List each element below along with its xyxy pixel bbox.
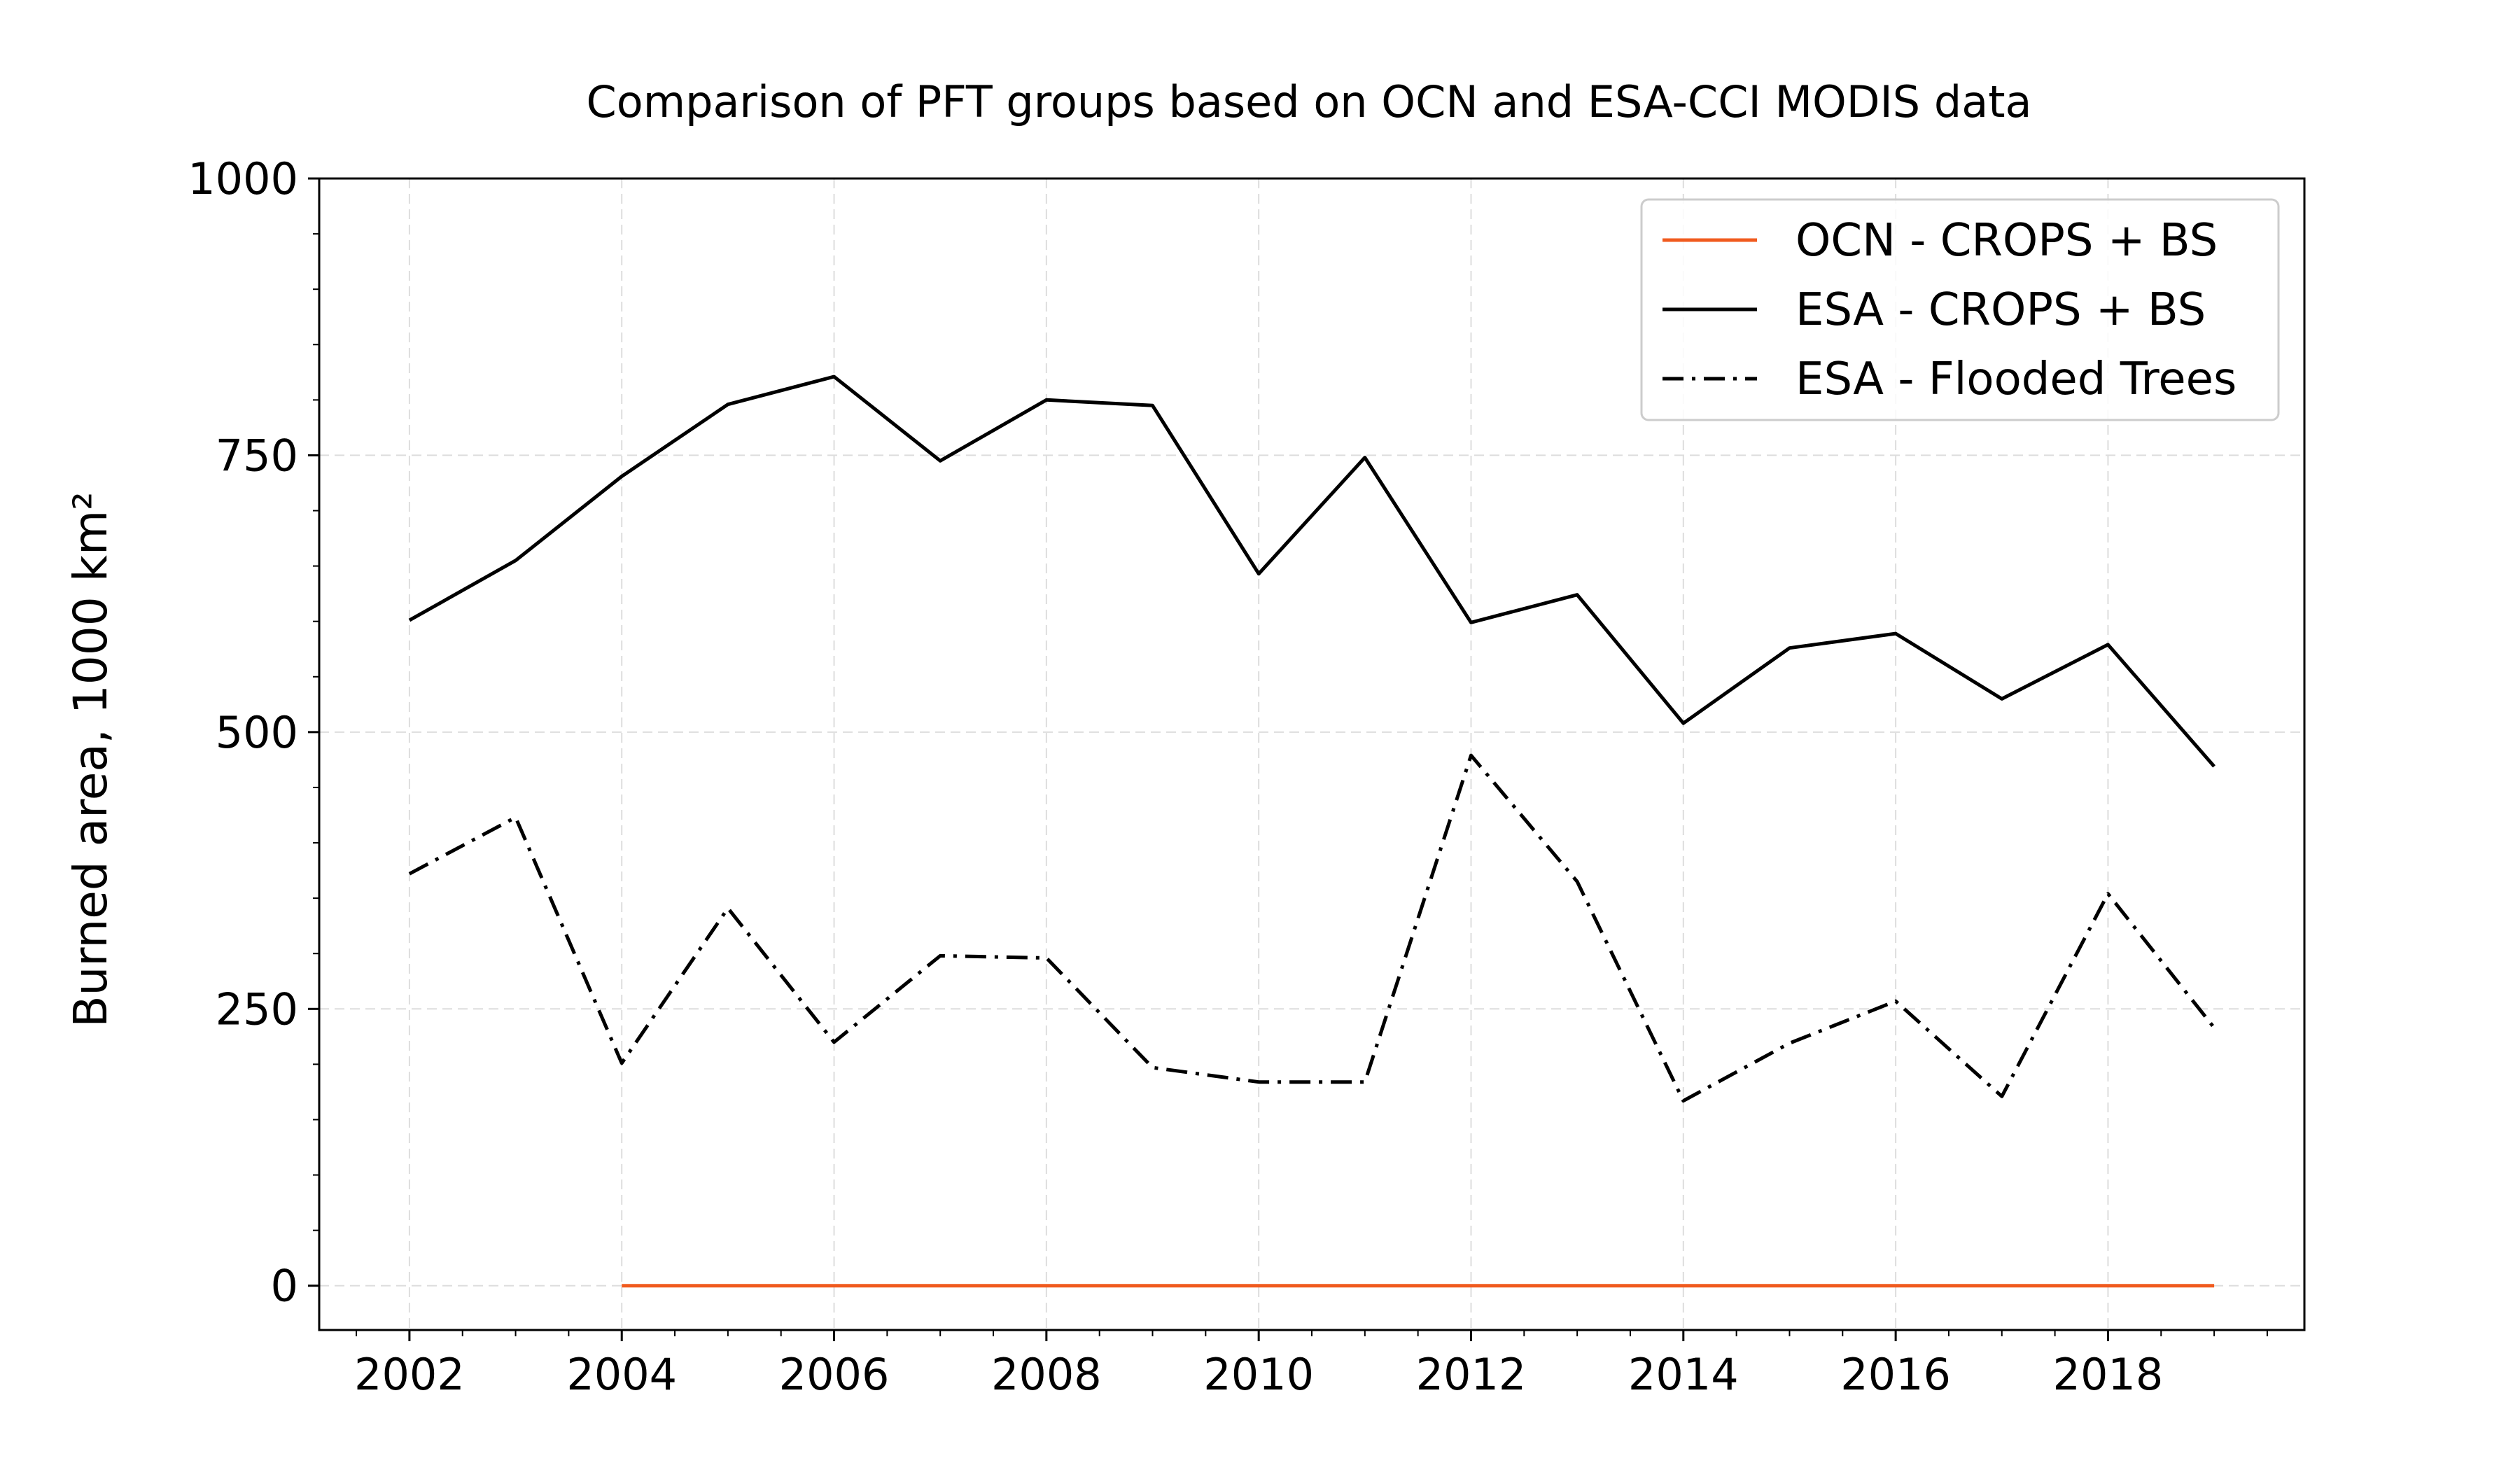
legend-label-1: OCN - CROPS + BS [1795,215,2218,267]
series-line-3 [408,753,2216,1103]
x-axis: 2002 2004 2006 2008 2010 2012 2014 2016 2018 [354,1330,2163,1400]
x-tick-label: 2006 [779,1349,890,1400]
y-axis: 0 250 500 750 1000 [188,153,319,1312]
x-tick-label: 2018 [2053,1349,2164,1400]
legend-label-2: ESA - CROPS + BS [1795,284,2206,336]
legend-label-3: ESA - Flooded Trees [1795,354,2236,405]
x-tick-label: 2002 [354,1349,465,1400]
legend: OCN - CROPS + BS ESA - CROPS + BS ESA - Fl… [1640,198,2280,421]
y-tick-label: 500 [216,707,298,758]
x-tick-label: 2008 [991,1349,1102,1400]
y-tick-label: 250 [216,983,298,1035]
x-tick-label: 2012 [1416,1349,1527,1400]
chart-title: Comparison of PFT groups based on OCN an… [586,76,2031,127]
series-line-2 [408,374,2216,768]
plot-frame [318,177,2306,1331]
x-tick-label: 2010 [1203,1349,1314,1400]
x-tick-label: 2016 [1840,1349,1951,1400]
y-tick-label: 0 [271,1261,298,1312]
x-tick-label: 2004 [566,1349,677,1400]
series-layer [408,374,2216,1288]
x-tick-label: 2014 [1628,1349,1739,1400]
y-tick-label: 750 [216,430,298,481]
y-tick-label: 1000 [188,153,298,204]
y-axis-label: Burned area, 1000 km² [64,491,118,1027]
legend-box [1640,198,2280,421]
